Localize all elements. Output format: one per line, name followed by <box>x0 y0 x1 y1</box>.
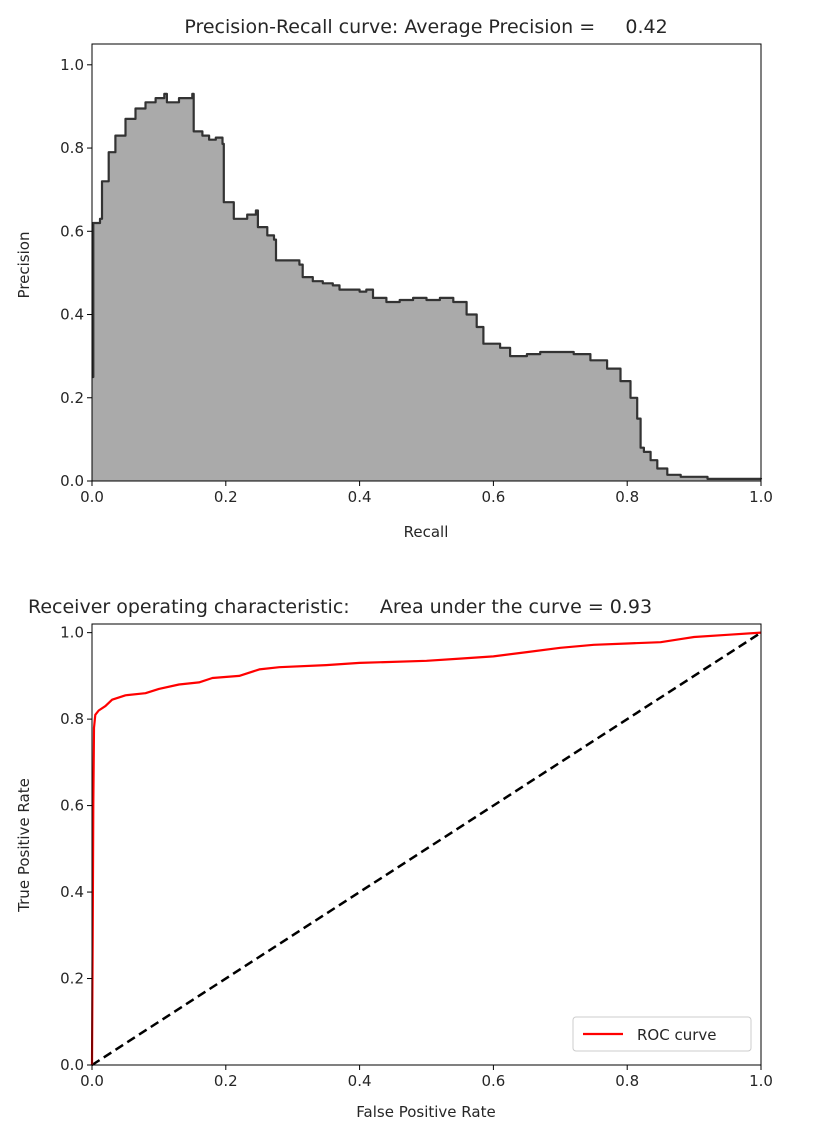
roc-panel: Receiver operating characteristic: Area … <box>15 596 773 1121</box>
pr-y-tick-label: 0.8 <box>60 139 84 157</box>
roc-curve-line <box>90 631 762 1066</box>
roc-x-tick-label: 0.6 <box>481 1072 505 1090</box>
pr-x-tick-label: 0.0 <box>80 488 104 506</box>
pr-y-tick-label: 0.2 <box>60 389 84 407</box>
roc-x-tick-label: 0.2 <box>214 1072 238 1090</box>
pr-x-tick-label: 1.0 <box>749 488 773 506</box>
pr-x-axis: 0.0 0.2 0.4 0.6 0.8 1.0 <box>80 481 773 506</box>
roc-x-label: False Positive Rate <box>356 1103 495 1121</box>
pr-x-tick-label: 0.4 <box>348 488 372 506</box>
roc-title: Receiver operating characteristic: Area … <box>28 596 652 618</box>
pr-y-tick-label: 1.0 <box>60 56 84 74</box>
pr-x-tick-label: 0.8 <box>615 488 639 506</box>
pr-y-axis: 0.0 0.2 0.4 0.6 0.8 1.0 <box>60 56 92 490</box>
roc-y-tick-label: 0.2 <box>60 970 84 988</box>
roc-y-axis: 0.0 0.2 0.4 0.6 0.8 1.0 <box>60 624 92 1074</box>
pr-plot-frame <box>91 43 762 482</box>
roc-legend: ROC curve <box>572 1016 752 1052</box>
pr-y-tick-label: 0.0 <box>60 472 84 490</box>
roc-y-tick-label: 1.0 <box>60 624 84 642</box>
roc-plot-frame <box>91 623 762 1066</box>
pr-curve-line <box>92 92 763 480</box>
pr-x-tick-label: 0.2 <box>214 488 238 506</box>
roc-x-tick-label: 0.8 <box>615 1072 639 1090</box>
roc-y-tick-label: 0.6 <box>60 797 84 815</box>
pr-y-tick-label: 0.6 <box>60 222 84 240</box>
roc-legend-box <box>572 1016 752 1052</box>
roc-legend-label: ROC curve <box>637 1026 717 1044</box>
roc-x-tick-label: 0.4 <box>348 1072 372 1090</box>
pr-y-label: Precision <box>15 232 33 299</box>
pr-x-tick-label: 0.6 <box>481 488 505 506</box>
pr-x-label: Recall <box>404 523 449 541</box>
pr-area-fill <box>92 93 761 482</box>
roc-diagonal-line <box>91 631 762 1067</box>
precision-recall-panel: Precision-Recall curve: Average Precisio… <box>15 16 773 541</box>
roc-y-tick-label: 0.4 <box>60 883 84 901</box>
roc-x-tick-label: 1.0 <box>749 1072 773 1090</box>
roc-y-tick-label: 0.8 <box>60 710 84 728</box>
roc-y-label: True Positive Rate <box>15 778 33 913</box>
pr-title: Precision-Recall curve: Average Precisio… <box>184 16 667 38</box>
roc-x-axis: 0.0 0.2 0.4 0.6 0.8 1.0 <box>80 1065 773 1090</box>
pr-y-tick-label: 0.4 <box>60 306 84 324</box>
roc-x-tick-label: 0.0 <box>80 1072 104 1090</box>
roc-y-tick-label: 0.0 <box>60 1056 84 1074</box>
